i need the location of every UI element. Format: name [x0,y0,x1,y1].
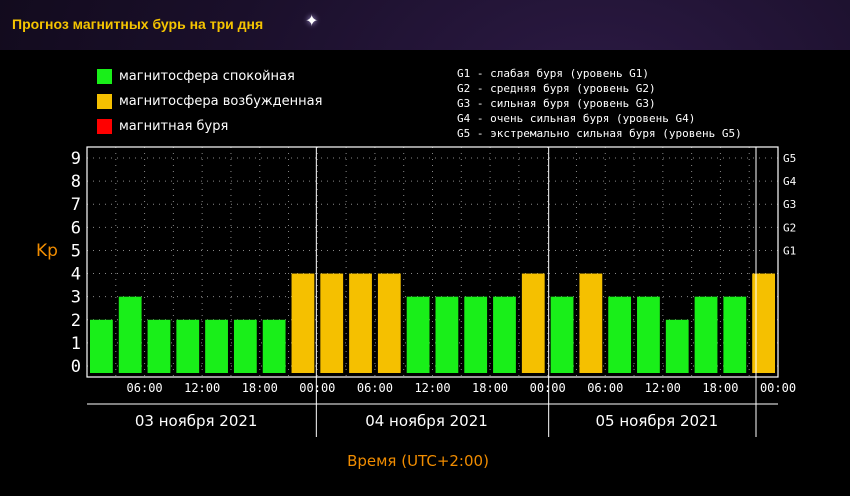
time-tick-label: 18:00 [472,381,508,395]
kp-bar [349,273,372,373]
kp-bar [262,319,286,373]
y-tick-label: 2 [71,311,81,331]
y-tick-label: 5 [71,241,81,261]
kp-bar [579,273,603,373]
kp-bar [723,296,747,373]
legend-item-active: магнитосфера возбужденная [97,89,322,114]
g-tick-label: G2 [783,221,796,234]
g-level-item: G2 - средняя буря (уровень G2) [457,82,656,95]
time-tick-label: 06:00 [587,381,623,395]
legend-item-quiet: магнитосфера спокойная [97,64,322,89]
legend-label: магнитосфера возбужденная [119,94,323,109]
g-level-item: G5 - экстремально сильная буря (уровень … [457,127,742,140]
y-tick-label: 4 [71,265,81,285]
page-title: Прогноз магнитных бурь на три дня [12,16,264,32]
status-legend: магнитосфера спокойная магнитосфера возб… [97,64,322,139]
chart-panel [0,50,850,496]
kp-bar [147,319,171,373]
y-tick-label: 1 [71,334,81,354]
kp-bar [608,296,632,373]
kp-bar [118,296,142,373]
kp-bar [406,296,430,373]
g-tick-label: G5 [783,152,796,165]
time-tick-label: 12:00 [414,381,450,395]
legend-label: магнитосфера спокойная [119,69,295,84]
time-tick-label: 00:00 [760,381,796,395]
kp-bar [752,273,775,373]
kp-bar [233,319,257,373]
time-tick-label: 06:00 [127,381,163,395]
kp-bar [694,296,718,373]
kp-bar [90,319,113,373]
time-tick-label: 00:00 [530,381,566,395]
legend-swatch-green [97,69,112,84]
kp-bar [550,296,574,373]
time-tick-label: 12:00 [184,381,220,395]
kp-bar [435,296,459,373]
g-level-item: G4 - очень сильная буря (уровень G4) [457,112,696,125]
y-tick-label: 8 [71,172,81,192]
time-tick-label: 00:00 [299,381,335,395]
plot-frame [86,146,779,378]
kp-bar [377,273,401,373]
g-tick-label: G1 [783,244,796,257]
g-tick-label: G4 [783,175,797,188]
y-tick-label: 0 [71,357,81,377]
kp-bar [665,319,689,373]
kp-bar [637,296,660,373]
y-tick-label: 3 [71,288,81,308]
kp-bar [521,273,545,373]
g-level-item: G3 - сильная буря (уровень G3) [457,97,656,110]
day-label: 05 ноября 2021 [596,412,719,430]
y-tick-label: 7 [71,195,81,215]
y-tick-label: 6 [71,218,81,238]
g-tick-label: G3 [783,198,796,211]
day-label: 04 ноября 2021 [365,412,488,430]
storm-level-legend: G1 - слабая буря (уровень G1) G2 - средн… [457,66,742,141]
time-tick-label: 12:00 [645,381,681,395]
kp-bar [176,319,200,373]
kp-bar [205,319,228,373]
sparkle-icon: ✦ [305,11,319,30]
kp-bar [291,273,315,373]
y-tick-label: 9 [71,149,81,169]
kp-bar [320,273,344,373]
legend-swatch-red [97,119,112,134]
legend-label: магнитная буря [119,119,229,134]
y-axis-label: Kp [36,241,58,261]
day-label: 03 ноября 2021 [135,412,258,430]
legend-item-storm: магнитная буря [97,114,322,139]
kp-bar [493,296,516,373]
kp-bar [464,296,488,373]
g-level-item: G1 - слабая буря (уровень G1) [457,67,650,80]
x-axis-label: Время (UTC+2:00) [347,452,489,470]
legend-swatch-orange [97,94,112,109]
time-tick-label: 18:00 [242,381,278,395]
time-tick-label: 18:00 [702,381,738,395]
time-tick-label: 06:00 [357,381,393,395]
